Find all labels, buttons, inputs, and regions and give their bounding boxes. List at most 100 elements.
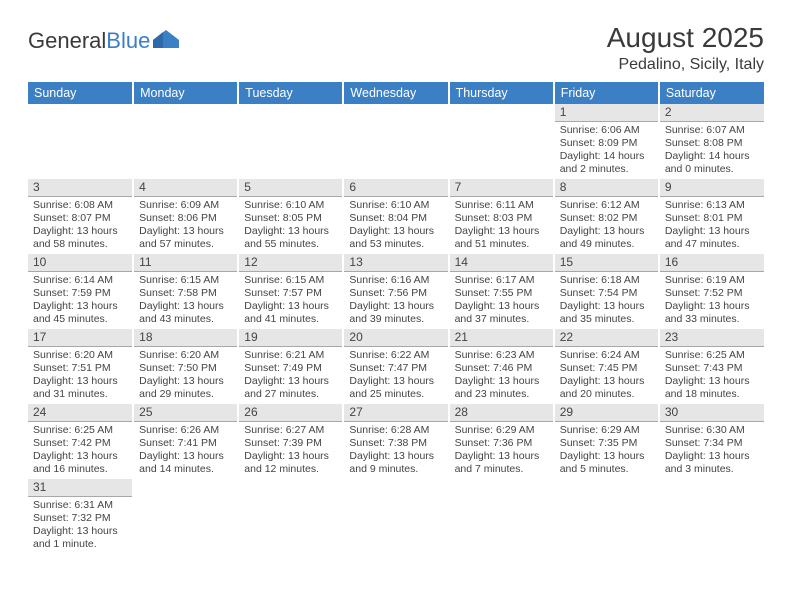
day-details: Sunrise: 6:20 AMSunset: 7:50 PMDaylight:… <box>134 347 237 404</box>
sunset-text: Sunset: 7:55 PM <box>455 287 548 300</box>
logo-icon <box>153 28 179 54</box>
daylight-text: Daylight: 13 hours and 14 minutes. <box>139 450 232 476</box>
sunrise-text: Sunrise: 6:19 AM <box>665 274 759 287</box>
sunset-text: Sunset: 8:09 PM <box>560 137 653 150</box>
calendar-cell: 1Sunrise: 6:06 AMSunset: 8:09 PMDaylight… <box>554 104 659 179</box>
calendar-cell <box>28 104 133 179</box>
weekday-header: Tuesday <box>238 82 343 104</box>
day-details: Sunrise: 6:15 AMSunset: 7:58 PMDaylight:… <box>134 272 237 329</box>
weekday-header: Saturday <box>659 82 764 104</box>
calendar-cell: 23Sunrise: 6:25 AMSunset: 7:43 PMDayligh… <box>659 329 764 404</box>
day-details: Sunrise: 6:09 AMSunset: 8:06 PMDaylight:… <box>134 197 237 254</box>
calendar-cell: 27Sunrise: 6:28 AMSunset: 7:38 PMDayligh… <box>343 404 448 479</box>
calendar-cell <box>238 479 343 554</box>
calendar-cell: 26Sunrise: 6:27 AMSunset: 7:39 PMDayligh… <box>238 404 343 479</box>
sunrise-text: Sunrise: 6:13 AM <box>665 199 759 212</box>
calendar-cell: 18Sunrise: 6:20 AMSunset: 7:50 PMDayligh… <box>133 329 238 404</box>
calendar-table: SundayMondayTuesdayWednesdayThursdayFrid… <box>28 82 764 554</box>
calendar-row: 17Sunrise: 6:20 AMSunset: 7:51 PMDayligh… <box>28 329 764 404</box>
calendar-cell <box>554 479 659 554</box>
sunset-text: Sunset: 7:49 PM <box>244 362 337 375</box>
sunrise-text: Sunrise: 6:29 AM <box>455 424 548 437</box>
calendar-cell: 11Sunrise: 6:15 AMSunset: 7:58 PMDayligh… <box>133 254 238 329</box>
day-details: Sunrise: 6:29 AMSunset: 7:35 PMDaylight:… <box>555 422 658 479</box>
logo-text-2: Blue <box>106 28 150 54</box>
sunrise-text: Sunrise: 6:07 AM <box>665 124 759 137</box>
day-number <box>239 479 342 482</box>
day-number: 14 <box>450 254 553 272</box>
page: GeneralBlue August 2025 Pedalino, Sicily… <box>0 0 792 564</box>
sunset-text: Sunset: 7:46 PM <box>455 362 548 375</box>
daylight-text: Daylight: 13 hours and 55 minutes. <box>244 225 337 251</box>
sunrise-text: Sunrise: 6:12 AM <box>560 199 653 212</box>
sunrise-text: Sunrise: 6:15 AM <box>139 274 232 287</box>
sunset-text: Sunset: 8:04 PM <box>349 212 442 225</box>
sunset-text: Sunset: 7:57 PM <box>244 287 337 300</box>
sunrise-text: Sunrise: 6:15 AM <box>244 274 337 287</box>
calendar-cell <box>133 104 238 179</box>
location: Pedalino, Sicily, Italy <box>607 56 764 74</box>
title-block: August 2025 Pedalino, Sicily, Italy <box>607 22 764 74</box>
sunrise-text: Sunrise: 6:23 AM <box>455 349 548 362</box>
sunrise-text: Sunrise: 6:11 AM <box>455 199 548 212</box>
day-details: Sunrise: 6:19 AMSunset: 7:52 PMDaylight:… <box>660 272 764 329</box>
daylight-text: Daylight: 14 hours and 0 minutes. <box>665 150 759 176</box>
calendar-cell: 16Sunrise: 6:19 AMSunset: 7:52 PMDayligh… <box>659 254 764 329</box>
day-details: Sunrise: 6:10 AMSunset: 8:04 PMDaylight:… <box>344 197 447 254</box>
weekday-header: Wednesday <box>343 82 448 104</box>
daylight-text: Daylight: 13 hours and 20 minutes. <box>560 375 653 401</box>
daylight-text: Daylight: 13 hours and 5 minutes. <box>560 450 653 476</box>
day-details: Sunrise: 6:08 AMSunset: 8:07 PMDaylight:… <box>28 197 132 254</box>
day-number: 25 <box>134 404 237 422</box>
daylight-text: Daylight: 13 hours and 33 minutes. <box>665 300 759 326</box>
calendar-cell: 19Sunrise: 6:21 AMSunset: 7:49 PMDayligh… <box>238 329 343 404</box>
daylight-text: Daylight: 13 hours and 9 minutes. <box>349 450 442 476</box>
calendar-cell: 3Sunrise: 6:08 AMSunset: 8:07 PMDaylight… <box>28 179 133 254</box>
daylight-text: Daylight: 13 hours and 12 minutes. <box>244 450 337 476</box>
day-number <box>660 479 764 482</box>
day-details: Sunrise: 6:17 AMSunset: 7:55 PMDaylight:… <box>450 272 553 329</box>
sunset-text: Sunset: 7:38 PM <box>349 437 442 450</box>
day-number: 4 <box>134 179 237 197</box>
calendar-cell: 12Sunrise: 6:15 AMSunset: 7:57 PMDayligh… <box>238 254 343 329</box>
sunrise-text: Sunrise: 6:24 AM <box>560 349 653 362</box>
day-number: 18 <box>134 329 237 347</box>
daylight-text: Daylight: 13 hours and 39 minutes. <box>349 300 442 326</box>
day-number <box>134 104 237 107</box>
calendar-cell <box>133 479 238 554</box>
day-number <box>239 104 342 107</box>
sunrise-text: Sunrise: 6:31 AM <box>33 499 127 512</box>
day-number: 9 <box>660 179 764 197</box>
sunset-text: Sunset: 7:39 PM <box>244 437 337 450</box>
day-number: 28 <box>450 404 553 422</box>
sunset-text: Sunset: 7:42 PM <box>33 437 127 450</box>
sunset-text: Sunset: 8:07 PM <box>33 212 127 225</box>
day-number <box>134 479 237 482</box>
sunset-text: Sunset: 7:32 PM <box>33 512 127 525</box>
calendar-cell <box>343 104 448 179</box>
sunrise-text: Sunrise: 6:20 AM <box>33 349 127 362</box>
sunset-text: Sunset: 7:50 PM <box>139 362 232 375</box>
day-details: Sunrise: 6:30 AMSunset: 7:34 PMDaylight:… <box>660 422 764 479</box>
sunrise-text: Sunrise: 6:26 AM <box>139 424 232 437</box>
day-details: Sunrise: 6:22 AMSunset: 7:47 PMDaylight:… <box>344 347 447 404</box>
sunset-text: Sunset: 7:58 PM <box>139 287 232 300</box>
sunrise-text: Sunrise: 6:14 AM <box>33 274 127 287</box>
day-details: Sunrise: 6:27 AMSunset: 7:39 PMDaylight:… <box>239 422 342 479</box>
sunset-text: Sunset: 7:56 PM <box>349 287 442 300</box>
calendar-cell: 28Sunrise: 6:29 AMSunset: 7:36 PMDayligh… <box>449 404 554 479</box>
sunrise-text: Sunrise: 6:29 AM <box>560 424 653 437</box>
calendar-row: 10Sunrise: 6:14 AMSunset: 7:59 PMDayligh… <box>28 254 764 329</box>
day-details: Sunrise: 6:31 AMSunset: 7:32 PMDaylight:… <box>28 497 132 554</box>
daylight-text: Daylight: 13 hours and 58 minutes. <box>33 225 127 251</box>
calendar-cell <box>343 479 448 554</box>
daylight-text: Daylight: 14 hours and 2 minutes. <box>560 150 653 176</box>
day-number: 23 <box>660 329 764 347</box>
sunrise-text: Sunrise: 6:08 AM <box>33 199 127 212</box>
daylight-text: Daylight: 13 hours and 51 minutes. <box>455 225 548 251</box>
day-number <box>344 104 447 107</box>
daylight-text: Daylight: 13 hours and 18 minutes. <box>665 375 759 401</box>
day-details: Sunrise: 6:12 AMSunset: 8:02 PMDaylight:… <box>555 197 658 254</box>
sunrise-text: Sunrise: 6:21 AM <box>244 349 337 362</box>
sunset-text: Sunset: 8:03 PM <box>455 212 548 225</box>
